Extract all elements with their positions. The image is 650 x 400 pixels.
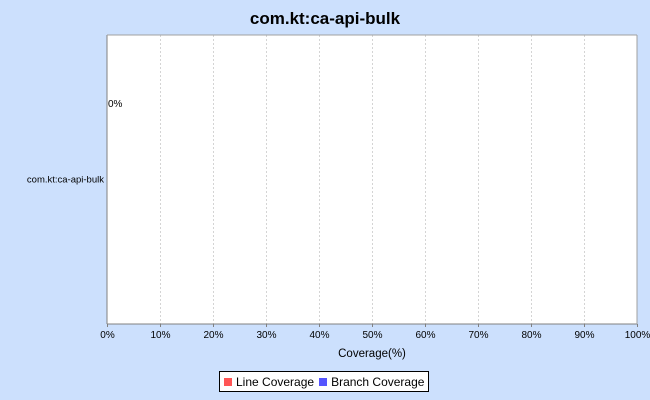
- x-tick-label-4: 40%: [309, 330, 329, 341]
- x-tick-label-1: 10%: [150, 330, 170, 341]
- data-label: 0%: [108, 99, 123, 110]
- x-axis-ticks: 0% 10% 20% 30% 40% 50% 60% 70% 80% 90% 100%: [100, 324, 650, 341]
- legend-label-branch-coverage: Branch Coverage: [331, 374, 425, 389]
- x-axis-label: Coverage(%): [338, 348, 406, 360]
- legend-item-line-coverage: Line Coverage: [224, 375, 314, 389]
- data-labels: 0%: [108, 99, 123, 110]
- chart-title: com.kt:ca-api-bulk: [250, 9, 401, 28]
- legend-item-branch-coverage: Branch Coverage: [319, 375, 424, 389]
- y-axis-categories: com.kt:ca-api-bulk: [27, 175, 104, 186]
- x-tick-label-7: 70%: [468, 330, 488, 341]
- x-tick-label-5: 50%: [362, 330, 382, 341]
- x-tick-label-2: 20%: [203, 330, 223, 341]
- legend-swatch-branch-coverage: [319, 377, 328, 386]
- y-category-label: com.kt:ca-api-bulk: [27, 175, 104, 186]
- x-tick-label-3: 30%: [256, 330, 276, 341]
- grid-lines: [160, 35, 585, 324]
- x-tick-label-8: 80%: [521, 330, 541, 341]
- legend-label-line-coverage: Line Coverage: [236, 374, 315, 389]
- legend-swatch-line-coverage: [224, 377, 232, 386]
- x-tick-label-10: 100%: [625, 330, 650, 341]
- chart-legend: Line Coverage Branch Coverage: [219, 371, 430, 392]
- x-tick-label-6: 60%: [415, 330, 435, 341]
- x-tick-label-0: 0%: [100, 330, 115, 341]
- x-tick-label-9: 90%: [574, 330, 594, 341]
